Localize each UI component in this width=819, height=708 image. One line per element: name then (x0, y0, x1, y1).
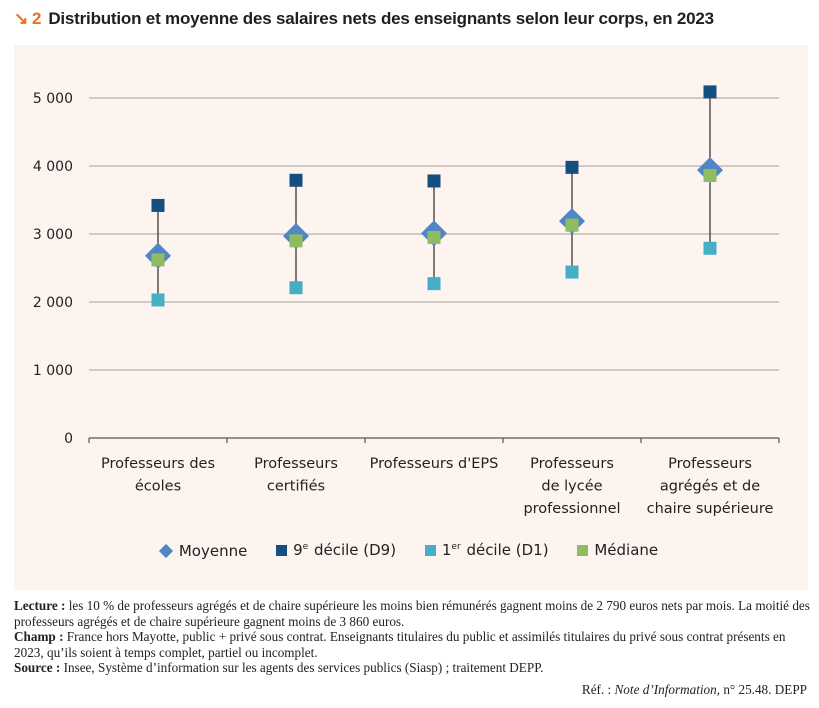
x-tick-label: agrégés et de (660, 479, 760, 495)
diamond-icon (158, 543, 173, 558)
note-champ: Champ : France hors Mayotte, public + pr… (14, 629, 786, 660)
marker-d9 (427, 174, 441, 188)
legend: Moyenne 9e décile (D9) 1er décile (D1) M… (0, 541, 819, 560)
legend-item-mediane: Médiane (577, 541, 658, 559)
chart-title: ↘ 2 Distribution et moyenne des salaires n… (14, 9, 714, 29)
marker-d1 (565, 265, 579, 279)
figure-number: 2 (32, 9, 42, 28)
legend-item-moyenne: Moyenne (158, 541, 248, 560)
data-marks (145, 85, 723, 307)
x-axis-labels: Professeurs des écoles Professeurs certifié… (101, 456, 773, 517)
marker-d1 (703, 241, 717, 255)
chart-svg: 0 1 000 2 000 3 000 4 000 5 000 Professeurs d… (33, 85, 780, 517)
legend-label-moyenne: Moyenne (178, 541, 248, 560)
y-tick-label: 0 (64, 431, 73, 447)
x-tick-label: certifiés (267, 479, 325, 495)
square-icon (577, 544, 589, 556)
marker-mediane (289, 234, 303, 248)
title-text: Distribution et moyenne des salaires net… (48, 9, 714, 28)
marker-mediane (427, 230, 441, 244)
x-tick-label: professionnel (523, 501, 620, 517)
legend-item-d9: 9e décile (D9) (276, 541, 396, 559)
marker-d1 (427, 277, 441, 291)
marker-d1 (289, 281, 303, 295)
square-icon (276, 544, 288, 556)
note-source: Source : Insee, Système d’information su… (14, 660, 544, 676)
x-tick-label: Professeurs (254, 456, 338, 472)
marker-mediane (565, 218, 579, 232)
marker-d9 (565, 160, 579, 174)
chart-panel (14, 45, 808, 590)
square-icon (424, 544, 436, 556)
x-tick-label: Professeurs (668, 456, 752, 472)
y-tick-label: 4 000 (33, 159, 73, 175)
x-tick-label: chaire supérieure (647, 501, 774, 517)
legend-label-d1: 1er décile (D1) (441, 541, 549, 559)
x-tick-label: Professeurs d'EPS (370, 456, 499, 472)
y-tick-label: 1 000 (33, 363, 73, 379)
marker-d9 (151, 198, 165, 212)
legend-item-d1: 1er décile (D1) (424, 541, 549, 559)
legend-label-d9: 9e décile (D9) (293, 541, 397, 559)
x-tick-label: de lycée (541, 479, 602, 495)
marker-d9 (289, 173, 303, 187)
marker-mediane (703, 169, 717, 183)
x-tick-label: écoles (135, 479, 181, 495)
marker-d9 (703, 85, 717, 99)
chart-notes: Lecture : les 10 % de professeurs agrégé… (14, 598, 814, 676)
arrow-down-right-icon: ↘ (14, 9, 29, 28)
y-tick-label: 3 000 (33, 227, 73, 243)
marker-d1 (151, 293, 165, 307)
y-tick-label: 5 000 (33, 91, 73, 107)
note-reference: Réf. : Note d’Information, n° 25.48. DEP… (581, 682, 807, 697)
legend-label-mediane: Médiane (594, 541, 659, 559)
x-axis (88, 437, 780, 443)
x-tick-label: Professeurs (530, 456, 614, 472)
note-lecture: Lecture : les 10 % de professeurs agrégé… (14, 598, 810, 629)
marker-mediane (151, 253, 165, 267)
y-tick-label: 2 000 (33, 295, 73, 311)
x-tick-label: Professeurs des (101, 456, 215, 472)
y-axis-ticks: 0 1 000 2 000 3 000 4 000 5 000 (33, 91, 73, 447)
